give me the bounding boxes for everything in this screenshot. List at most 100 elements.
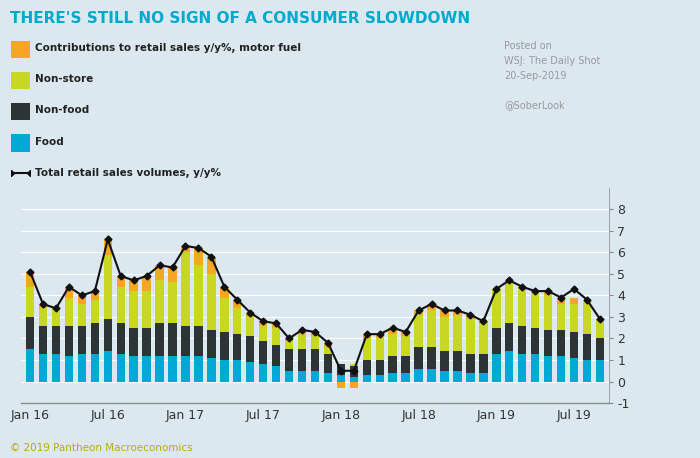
Bar bbox=[389, 356, 397, 373]
Bar bbox=[505, 323, 514, 351]
Bar bbox=[194, 326, 202, 356]
Bar bbox=[363, 360, 371, 375]
Bar bbox=[194, 265, 202, 326]
Bar bbox=[583, 360, 592, 382]
Bar bbox=[272, 366, 281, 382]
Bar bbox=[64, 326, 73, 356]
Bar bbox=[259, 326, 267, 341]
Bar bbox=[90, 291, 99, 300]
Bar bbox=[64, 298, 73, 326]
Bar bbox=[246, 336, 255, 362]
Bar bbox=[480, 354, 488, 373]
Bar bbox=[480, 373, 488, 382]
Bar bbox=[155, 280, 164, 323]
Bar bbox=[104, 351, 112, 382]
Bar bbox=[78, 304, 86, 326]
Bar bbox=[440, 311, 449, 317]
Bar bbox=[570, 304, 578, 332]
Bar bbox=[272, 328, 281, 345]
Bar bbox=[64, 356, 73, 382]
Bar bbox=[349, 364, 358, 366]
Text: Contributions to retail sales y/y%, motor fuel: Contributions to retail sales y/y%, moto… bbox=[35, 43, 301, 53]
Bar bbox=[181, 326, 190, 356]
Bar bbox=[272, 345, 281, 366]
Bar bbox=[38, 326, 47, 354]
Bar bbox=[414, 369, 423, 382]
Bar bbox=[26, 272, 34, 287]
Bar bbox=[116, 276, 125, 287]
Bar bbox=[349, 366, 358, 377]
Bar bbox=[142, 276, 150, 291]
Bar bbox=[220, 332, 228, 360]
Text: Non-store: Non-store bbox=[35, 74, 93, 84]
Bar bbox=[142, 356, 150, 382]
Bar bbox=[207, 330, 216, 358]
Bar bbox=[52, 354, 60, 382]
Bar bbox=[570, 358, 578, 382]
Bar bbox=[466, 319, 475, 354]
Bar bbox=[155, 265, 164, 280]
Bar bbox=[168, 283, 176, 323]
Bar bbox=[428, 304, 436, 311]
Bar bbox=[323, 373, 332, 382]
Bar bbox=[557, 356, 566, 382]
Bar bbox=[583, 334, 592, 360]
Bar bbox=[130, 328, 138, 356]
Bar bbox=[246, 313, 255, 317]
Bar bbox=[181, 356, 190, 382]
Text: Food: Food bbox=[35, 136, 64, 147]
Bar bbox=[544, 356, 552, 382]
Bar bbox=[454, 311, 462, 315]
Bar bbox=[52, 308, 60, 326]
Bar bbox=[207, 358, 216, 382]
Bar bbox=[220, 287, 228, 298]
Bar bbox=[207, 256, 216, 274]
Bar bbox=[428, 369, 436, 382]
Bar bbox=[544, 295, 552, 330]
Bar bbox=[298, 334, 307, 349]
Bar bbox=[168, 356, 176, 382]
Bar bbox=[596, 321, 604, 338]
Bar bbox=[311, 349, 319, 371]
Bar bbox=[285, 338, 293, 341]
Bar bbox=[155, 323, 164, 356]
Bar bbox=[402, 373, 410, 382]
Bar bbox=[414, 311, 423, 315]
Bar bbox=[104, 255, 112, 319]
Bar bbox=[233, 360, 242, 382]
Bar bbox=[440, 351, 449, 371]
Bar bbox=[544, 330, 552, 356]
Text: Posted on
WSJ: The Daily Shot
20-Sep-2019

@SoberLook: Posted on WSJ: The Daily Shot 20-Sep-201… bbox=[504, 41, 601, 110]
Bar bbox=[285, 349, 293, 371]
Bar bbox=[480, 323, 488, 354]
Bar bbox=[414, 315, 423, 347]
Bar bbox=[90, 323, 99, 354]
Bar bbox=[505, 351, 514, 382]
Bar bbox=[26, 317, 34, 349]
Bar bbox=[480, 321, 488, 323]
Bar bbox=[116, 354, 125, 382]
Bar bbox=[246, 317, 255, 336]
Bar bbox=[505, 280, 514, 283]
Bar bbox=[518, 326, 526, 354]
Bar bbox=[531, 291, 540, 328]
Bar bbox=[285, 371, 293, 382]
Bar bbox=[104, 319, 112, 351]
Bar bbox=[518, 354, 526, 382]
Bar bbox=[168, 323, 176, 356]
Text: THERE'S STILL NO SIGN OF A CONSUMER SLOWDOWN: THERE'S STILL NO SIGN OF A CONSUMER SLOW… bbox=[10, 11, 470, 27]
Bar bbox=[531, 354, 540, 382]
Bar bbox=[505, 283, 514, 323]
Bar bbox=[298, 371, 307, 382]
Bar bbox=[78, 295, 86, 304]
Bar bbox=[104, 240, 112, 255]
Bar bbox=[233, 334, 242, 360]
Bar bbox=[349, 377, 358, 382]
Bar bbox=[155, 356, 164, 382]
Bar bbox=[311, 336, 319, 349]
Bar bbox=[259, 364, 267, 382]
Bar bbox=[428, 347, 436, 369]
Bar bbox=[181, 246, 190, 252]
Bar bbox=[285, 341, 293, 349]
Bar bbox=[298, 330, 307, 334]
